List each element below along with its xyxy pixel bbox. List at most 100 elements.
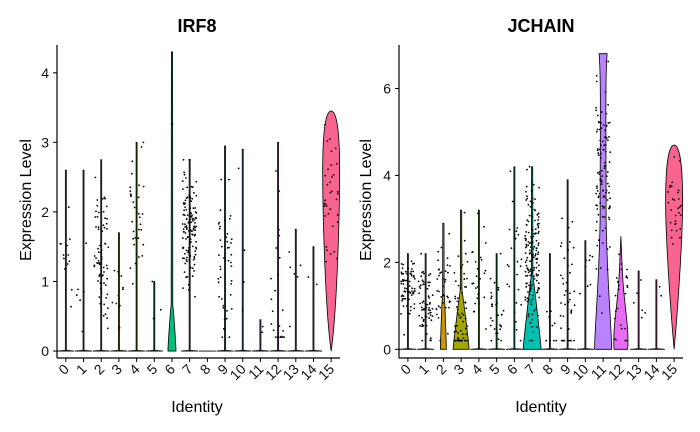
data-point bbox=[525, 231, 527, 233]
data-point bbox=[601, 215, 604, 218]
data-point bbox=[462, 320, 464, 323]
data-point bbox=[530, 246, 532, 249]
data-point bbox=[99, 273, 102, 276]
data-point bbox=[537, 282, 540, 285]
data-point bbox=[531, 197, 534, 200]
data-point bbox=[185, 238, 187, 240]
data-point bbox=[194, 250, 197, 253]
data-point bbox=[608, 161, 611, 164]
data-point bbox=[330, 150, 333, 153]
data-point bbox=[617, 288, 620, 291]
data-point bbox=[439, 306, 442, 309]
data-point bbox=[422, 320, 425, 323]
data-point bbox=[640, 316, 643, 319]
data-point bbox=[185, 218, 188, 221]
data-point bbox=[417, 280, 420, 283]
data-point bbox=[413, 303, 416, 305]
data-point bbox=[491, 319, 494, 322]
data-point bbox=[524, 298, 527, 301]
data-point bbox=[526, 300, 529, 303]
data-point bbox=[184, 226, 187, 228]
data-point bbox=[493, 328, 496, 330]
data-point bbox=[219, 239, 222, 242]
data-point bbox=[99, 244, 101, 247]
data-point bbox=[225, 236, 228, 239]
data-point bbox=[533, 246, 536, 248]
data-point bbox=[98, 263, 101, 266]
data-point bbox=[528, 214, 531, 217]
data-point bbox=[405, 279, 407, 282]
data-point bbox=[185, 249, 188, 252]
y-tick-label: 1 bbox=[41, 273, 49, 289]
data-point bbox=[600, 181, 603, 183]
x-tick-label: 7 bbox=[521, 361, 538, 378]
data-point bbox=[224, 219, 227, 222]
data-point bbox=[603, 167, 606, 170]
data-point bbox=[527, 231, 530, 234]
data-point bbox=[104, 242, 106, 245]
data-point bbox=[502, 309, 505, 312]
data-point bbox=[438, 274, 440, 277]
data-point bbox=[183, 214, 186, 217]
data-point bbox=[636, 292, 638, 294]
data-point bbox=[602, 148, 605, 151]
data-point bbox=[330, 190, 333, 193]
data-point bbox=[496, 302, 498, 304]
violin-10 bbox=[234, 148, 252, 352]
data-point bbox=[182, 213, 185, 216]
x-tick-label: 5 bbox=[144, 361, 161, 378]
data-point bbox=[222, 306, 225, 309]
data-point bbox=[461, 333, 464, 335]
data-point bbox=[605, 191, 607, 194]
data-point bbox=[599, 267, 602, 270]
data-point bbox=[182, 246, 185, 249]
data-point bbox=[497, 289, 500, 291]
data-point bbox=[430, 339, 432, 342]
data-point bbox=[457, 255, 460, 258]
data-point bbox=[605, 137, 608, 140]
data-point bbox=[188, 215, 191, 218]
data-point bbox=[524, 235, 526, 237]
data-point bbox=[220, 178, 223, 181]
data-point bbox=[336, 162, 338, 165]
data-point bbox=[525, 243, 528, 246]
data-point bbox=[560, 274, 562, 277]
data-point bbox=[281, 309, 284, 312]
data-point bbox=[410, 294, 413, 296]
data-point bbox=[546, 310, 548, 313]
x-tick-label: 8 bbox=[539, 361, 556, 378]
data-point bbox=[527, 291, 529, 293]
data-point bbox=[101, 198, 104, 200]
data-point bbox=[565, 289, 567, 292]
data-point bbox=[189, 238, 192, 241]
data-point bbox=[527, 268, 529, 271]
data-point bbox=[624, 327, 626, 330]
data-point bbox=[555, 339, 558, 342]
data-point bbox=[429, 314, 432, 316]
data-point bbox=[120, 275, 123, 277]
data-point bbox=[490, 291, 493, 294]
data-point bbox=[562, 283, 565, 285]
data-point bbox=[529, 274, 532, 277]
data-point bbox=[424, 314, 427, 316]
data-point bbox=[515, 230, 518, 233]
data-point bbox=[606, 182, 609, 185]
data-point bbox=[401, 298, 404, 300]
data-point bbox=[104, 284, 107, 286]
data-point bbox=[570, 312, 573, 314]
data-point bbox=[600, 152, 603, 155]
data-point bbox=[190, 200, 193, 203]
data-point bbox=[538, 296, 541, 299]
data-point bbox=[181, 223, 184, 225]
data-point bbox=[195, 240, 198, 243]
data-point bbox=[609, 205, 611, 208]
data-point bbox=[400, 271, 403, 274]
data-point bbox=[448, 232, 451, 235]
data-point bbox=[422, 318, 425, 321]
data-point bbox=[536, 214, 539, 216]
data-point bbox=[129, 267, 132, 269]
data-point bbox=[553, 322, 556, 325]
data-point bbox=[282, 336, 285, 338]
data-point bbox=[537, 232, 539, 235]
data-point bbox=[620, 327, 623, 330]
